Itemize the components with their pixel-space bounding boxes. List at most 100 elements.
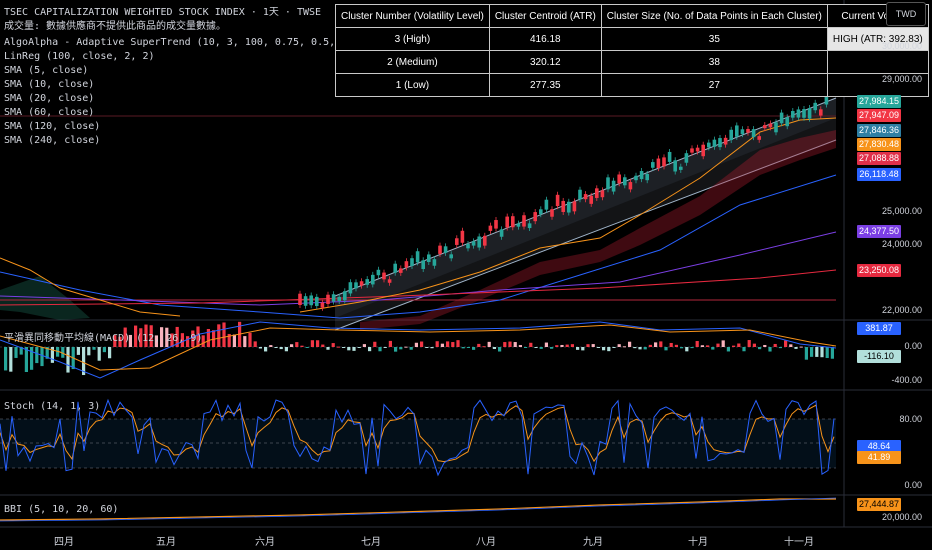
candle-body <box>539 209 543 215</box>
candle-body <box>623 177 627 186</box>
indicator-legend-sma60[interactable]: SMA (60, close) <box>4 107 95 118</box>
macd-histogram-bar <box>498 347 502 352</box>
candle-body <box>427 254 431 262</box>
price-tag-sma5: 27,846.36 <box>857 124 901 137</box>
macd-histogram-bar <box>638 347 642 350</box>
macd-histogram-bar <box>4 347 8 371</box>
macd-histogram-bar <box>544 342 548 347</box>
macd-histogram-bar <box>414 342 418 347</box>
regression-channel-lower <box>334 139 837 331</box>
candle-body <box>477 236 481 248</box>
macd-histogram-bar <box>102 347 106 353</box>
candle-body <box>701 144 705 157</box>
candle-body <box>729 129 733 141</box>
currency-button[interactable]: TWD <box>886 2 926 26</box>
symbol-title[interactable]: TSEC CAPITALIZATION WEIGHTED STOCK INDEX… <box>4 7 322 18</box>
table-cell: 38 <box>600 50 828 74</box>
macd-histogram-bar <box>690 347 694 349</box>
candle-body <box>617 174 621 184</box>
table-cell: 277.35 <box>488 73 602 97</box>
candle-body <box>320 302 325 308</box>
table-cell: 320.12 <box>488 50 602 74</box>
candle-body <box>544 199 549 210</box>
macd-histogram-bar <box>664 347 668 351</box>
macd-histogram-bar <box>472 347 476 350</box>
macd-histogram-bar <box>404 346 408 348</box>
time-axis-label: 六月 <box>255 537 275 548</box>
price-tag-sma20: 27,088.88 <box>857 152 901 165</box>
macd-histogram-bar <box>45 347 49 359</box>
bbi-pane-label[interactable]: BBI (5, 10, 20, 60) <box>4 504 119 515</box>
macd-pane-label[interactable]: 平滑異同移動平均線(MACD) (12, 26, 9) <box>4 333 203 344</box>
candle-body <box>516 223 521 227</box>
indicator-legend-sma240[interactable]: SMA (240, close) <box>4 135 101 146</box>
macd-histogram-bar <box>680 347 684 349</box>
macd-histogram-bar <box>248 332 252 347</box>
bbi-tag: 27,444.87 <box>857 498 901 511</box>
macd-histogram-bar <box>622 346 626 348</box>
macd-histogram-bar <box>711 347 715 350</box>
macd-histogram-bar <box>654 342 658 347</box>
indicator-legend-sma20[interactable]: SMA (20, close) <box>4 93 95 104</box>
indicator-legend-supertrend[interactable]: AlgoAlpha - Adaptive SuperTrend (10, 3, … <box>4 37 420 48</box>
macd-histogram-bar <box>446 341 450 347</box>
table-header-cell: Cluster Size (No. of Data Points in Each… <box>600 4 828 28</box>
candle-body <box>348 282 353 294</box>
candle-body <box>712 139 717 147</box>
candle-body <box>499 229 504 237</box>
bbi-line <box>0 498 836 521</box>
macd-histogram-bar <box>128 334 132 347</box>
macd-histogram-bar <box>217 324 221 347</box>
macd-histogram-bar <box>61 347 65 358</box>
regression-channel-lower-fill <box>335 118 836 330</box>
price-tag-last: 27,947.09 <box>857 109 901 122</box>
indicator-legend-sma120[interactable]: SMA (120, close) <box>4 121 101 132</box>
indicator-legend-sma5[interactable]: SMA (5, close) <box>4 65 89 76</box>
stoch-pane-label[interactable]: Stoch (14, 1, 3) <box>4 401 101 412</box>
candle-body <box>785 117 789 127</box>
candle-body <box>645 173 649 181</box>
macd-histogram-bar <box>134 325 138 347</box>
macd-histogram-bar <box>810 347 814 357</box>
candle-body <box>471 241 476 246</box>
candle-body <box>522 215 526 227</box>
macd-histogram-bar <box>336 346 340 348</box>
time-axis-label: 四月 <box>54 537 74 548</box>
indicator-legend-sma10[interactable]: SMA (10, close) <box>4 79 95 90</box>
macd-histogram-bar <box>513 342 517 347</box>
macd-histogram-bar <box>581 347 585 351</box>
candle-body <box>673 160 677 172</box>
sma120-line <box>0 231 837 306</box>
macd-histogram-bar <box>830 347 834 359</box>
macd-histogram-bar <box>316 340 320 347</box>
macd-histogram-bar <box>503 342 507 347</box>
macd-histogram-bar <box>508 341 512 347</box>
macd-histogram-bar <box>347 347 351 351</box>
macd-histogram-bar <box>586 344 590 347</box>
candle-body <box>763 125 767 129</box>
macd-histogram-bar <box>825 347 829 359</box>
candle-body <box>298 293 302 306</box>
macd-histogram-bar <box>477 343 481 347</box>
macd-histogram-bar <box>378 347 382 352</box>
macd-histogram-bar <box>175 326 179 347</box>
macd-histogram-bar <box>232 334 236 347</box>
candle-body <box>410 258 414 266</box>
candle-body <box>779 112 784 124</box>
macd-histogram-bar <box>758 347 762 350</box>
macd-histogram-bar <box>87 347 91 356</box>
macd-histogram-bar <box>425 347 429 348</box>
supertrend-bear-zone <box>360 130 836 330</box>
candle-body <box>695 147 700 152</box>
sma10-line-early <box>0 257 181 317</box>
macd-histogram-bar <box>752 343 756 347</box>
candle-body <box>303 296 308 306</box>
macd-histogram-bar <box>243 336 247 347</box>
macd-histogram-bar <box>643 347 647 350</box>
candle-body <box>768 123 773 128</box>
candle-body <box>600 190 605 198</box>
candle-body <box>421 260 425 270</box>
macd-axis-label: -400.00 <box>891 375 922 385</box>
indicator-legend-linreg[interactable]: LinReg (100, close, 2, 2) <box>4 51 155 62</box>
